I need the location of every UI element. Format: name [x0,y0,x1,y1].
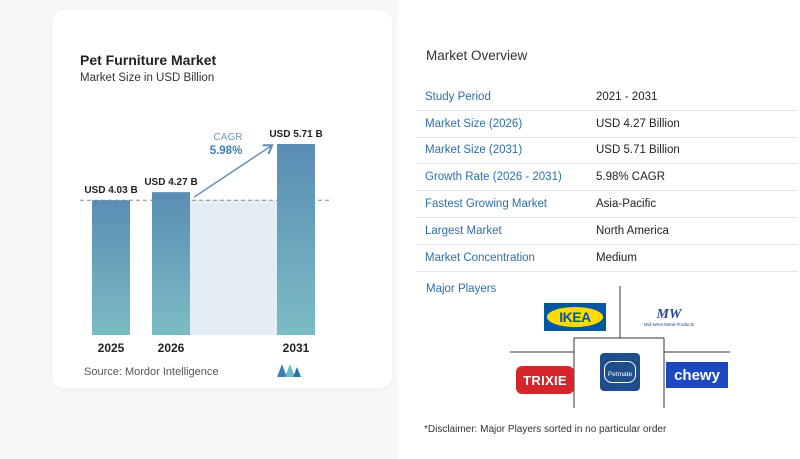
row-value: 5.98% CAGR [596,171,666,184]
row-key: Growth Rate (2026 - 2031) [425,171,562,184]
disclaimer-text: *Disclaimer: Major Players sorted in no … [424,424,667,435]
row-value: USD 5.71 Billion [596,144,680,157]
chewy-text: chewy [674,366,720,384]
overview-table: Study Period 2021 - 2031 Market Size (20… [416,84,798,272]
cagr-value: 5.98% [210,145,243,157]
row-key: Market Size (2026) [425,117,523,130]
x-tick-2025: 2025 [98,341,125,355]
value-label-2025: USD 4.03 B [84,185,137,196]
petmate-text: Petmate [607,371,633,378]
chart-card: Pet Furniture Market Market Size in USD … [52,10,392,388]
overview-row: Market Size (2026) USD 4.27 Billion [416,111,798,138]
overview-row: Fastest Growing Market Asia-Pacific [416,191,798,218]
x-tick-2026: 2026 [158,341,185,355]
chart-subtitle: Market Size in USD Billion [80,72,215,84]
overview-title: Market Overview [426,48,528,63]
row-value: Asia-Pacific [596,198,657,211]
row-value: USD 4.27 Billion [596,117,680,130]
players-grid [510,286,730,408]
chart-title: Pet Furniture Market [80,52,217,68]
row-key: Market Size (2031) [425,144,523,157]
row-key: Fastest Growing Market [425,198,548,211]
chewy-logo: chewy [666,362,728,388]
midwest-logo: MW Mid-West Metal Products [636,304,702,330]
overview-row: Growth Rate (2026 - 2031) 5.98% CAGR [416,164,798,192]
overview-row: Market Concentration Medium [416,245,798,272]
row-value: North America [596,224,669,237]
bar-2031 [277,144,315,335]
overview-row: Largest Market North America [416,218,798,245]
bar-2026 [152,192,190,335]
ikea-logo: IKEA [544,303,606,331]
midwest-mark: MW [656,306,682,322]
row-value: 2021 - 2031 [596,90,658,103]
ikea-text: IKEA [559,309,591,325]
cagr-arrow [193,146,271,198]
row-value: Medium [596,251,637,264]
overview-row: Market Size (2031) USD 5.71 Billion [416,138,798,165]
mordor-logo-icon [276,362,302,383]
cagr-label: CAGR [214,132,243,143]
source-text: Source: Mordor Intelligence [84,366,219,378]
value-label-2026: USD 4.27 B [144,177,197,188]
major-players-title: Major Players [426,283,497,295]
midwest-name: Mid-West Metal Products [643,321,695,327]
value-label-2031: USD 5.71 B [269,129,322,140]
x-tick-2031: 2031 [283,341,310,355]
overview-row: Study Period 2021 - 2031 [416,84,798,111]
bar-chart: USD 4.03 B 2025 USD 4.27 B 2026 USD 5.71 B 20… [80,129,330,355]
trixie-logo: TRIXIE [516,366,574,394]
trixie-text: TRIXIE [523,372,567,388]
row-key: Largest Market [425,224,502,237]
row-key: Study Period [425,90,491,103]
petmate-logo: Petmate [600,353,640,391]
bar-2025 [92,200,130,335]
growth-shade [190,200,277,335]
overview-card: Market Overview Study Period 2021 - 2031… [398,0,800,459]
row-key: Market Concentration [425,251,535,264]
